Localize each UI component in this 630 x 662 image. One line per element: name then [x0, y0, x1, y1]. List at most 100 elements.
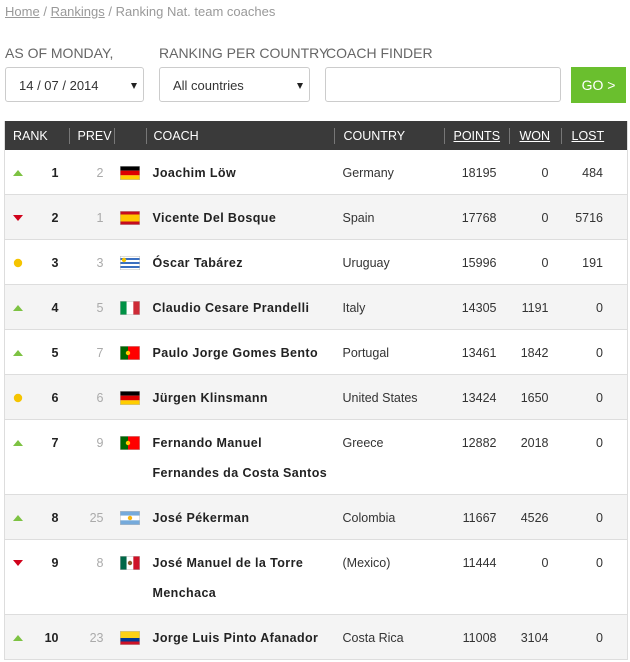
col-header: [113, 121, 146, 150]
country: Greece: [333, 419, 444, 495]
won: 1650: [508, 374, 561, 420]
date-select[interactable]: 14 / 07 / 2014: [5, 67, 144, 102]
col-header-text[interactable]: LOST: [571, 128, 605, 143]
trend-down: [13, 215, 23, 221]
col-header-text[interactable]: WON: [519, 128, 551, 143]
flag-cell: [113, 194, 146, 240]
coach-name: Paulo Jorge Gomes Bento: [152, 346, 318, 360]
flag-stripe: [119, 520, 140, 525]
ranking-row: 9 8 José Manuel de la Torre Menchaca (Mexic…: [4, 539, 628, 615]
trend-icon: [13, 393, 23, 403]
dropdown-arrow: [131, 83, 137, 89]
col-header: COACH: [145, 121, 334, 150]
trend-icon: [13, 215, 23, 221]
col-header[interactable]: LOST: [560, 121, 628, 150]
coach-name: Óscar Tabárez: [152, 256, 243, 270]
flag-stripe: [119, 266, 140, 268]
flag-cell: [113, 150, 146, 195]
trend-icon: [13, 305, 23, 311]
flag-stripe: [119, 346, 128, 360]
breadcrumb-link[interactable]: Home: [5, 4, 40, 19]
country-select[interactable]: All countries: [159, 67, 310, 102]
coach-search-input[interactable]: [325, 67, 561, 102]
flag-stripe: [119, 511, 140, 516]
previous-rank: 1: [68, 194, 114, 240]
trend-up: [13, 305, 23, 311]
col-header[interactable]: WON: [508, 121, 561, 150]
flag: [119, 346, 140, 360]
flag-border: [119, 256, 140, 270]
country: Portugal: [333, 329, 444, 375]
country: Costa Rica: [333, 614, 444, 660]
breadcrumb-separator: /: [108, 4, 113, 19]
flag-stripe: [119, 170, 140, 176]
previous-rank: 5: [68, 284, 114, 330]
points: 12882: [443, 419, 509, 495]
trend-same: [13, 258, 23, 268]
country: Spain: [333, 194, 444, 240]
flag-stripe: [119, 641, 140, 645]
coach-cell: Paulo Jorge Gomes Bento: [145, 329, 334, 375]
col-header: COUNTRY: [333, 121, 444, 150]
flag-stripe: [119, 221, 140, 225]
flag-emblem: [125, 350, 130, 356]
flag-stripe: [119, 268, 140, 270]
flag-emblem: [127, 560, 132, 566]
ranking-row: 5 7 Paulo Jorge Gomes Bento Portugal 13461 18…: [4, 329, 628, 375]
flag-stripe: [119, 264, 140, 266]
go-button[interactable]: GO >: [571, 67, 626, 103]
col-header-text: COACH: [153, 128, 199, 143]
trend-icon: [13, 635, 23, 641]
flag-cell: [113, 284, 146, 330]
flag-stripe: [119, 256, 140, 258]
flag-cell: [113, 239, 146, 285]
flag-stripe: [126, 301, 133, 315]
col-header-text[interactable]: POINTS: [453, 128, 501, 143]
col-header[interactable]: POINTS: [443, 121, 509, 150]
flag: [119, 631, 140, 645]
flag-border: [119, 631, 140, 645]
coach-name: Claudio Cesare Prandelli: [152, 301, 310, 315]
flag-border: [119, 211, 140, 225]
flag-border: [119, 391, 140, 405]
finder-label: COACH FINDER: [326, 45, 433, 61]
trend-icon: [13, 350, 23, 356]
col-header-text: COUNTRY: [343, 128, 406, 143]
country-label: RANKING PER COUNTRY: [159, 45, 329, 61]
flag-stripe: [119, 214, 140, 222]
flag-border: [119, 166, 140, 180]
trend-up: [13, 350, 23, 356]
breadcrumb-link[interactable]: Rankings: [50, 4, 105, 19]
rank-cell: 9: [4, 539, 69, 615]
col-header: PREV: [68, 121, 114, 150]
won: 0: [508, 539, 561, 615]
won: 0: [508, 150, 561, 195]
lost: 0: [560, 614, 628, 660]
ranking-row: 1 2 Joachim Löw Germany 18195 0 484: [4, 150, 628, 195]
rank: 9: [51, 556, 59, 570]
rank: 2: [51, 211, 59, 225]
points: 13461: [443, 329, 509, 375]
lost: 0: [560, 419, 628, 495]
coach-name: Fernando Manuel Fernandes da Costa Santo…: [152, 436, 328, 480]
trend-icon: [13, 258, 23, 268]
flag-stripe: [119, 391, 140, 396]
country: Colombia: [333, 494, 444, 540]
ranking-table: RANK PREV COACH COUNTRY POINTS WON LOST …: [4, 121, 628, 660]
trend-up: [13, 170, 23, 176]
coach-cell: Óscar Tabárez: [145, 239, 334, 285]
country: United States: [333, 374, 444, 420]
ranking-row: 7 9 Fernando Manuel Fernandes da Costa San…: [4, 419, 628, 495]
lost: 0: [560, 284, 628, 330]
rank-cell: 4: [4, 284, 69, 330]
ranking-row: 4 5 Claudio Cesare Prandelli Italy 14305 1191…: [4, 284, 628, 330]
flag-cell: [113, 539, 146, 615]
points: 14305: [443, 284, 509, 330]
breadcrumb: Home / Rankings / Ranking Nat. team coac…: [5, 4, 275, 19]
flag: [119, 166, 140, 180]
won: 0: [508, 239, 561, 285]
coach-cell: José Pékerman: [145, 494, 334, 540]
country: Germany: [333, 150, 444, 195]
flag-stripe: [127, 436, 140, 450]
